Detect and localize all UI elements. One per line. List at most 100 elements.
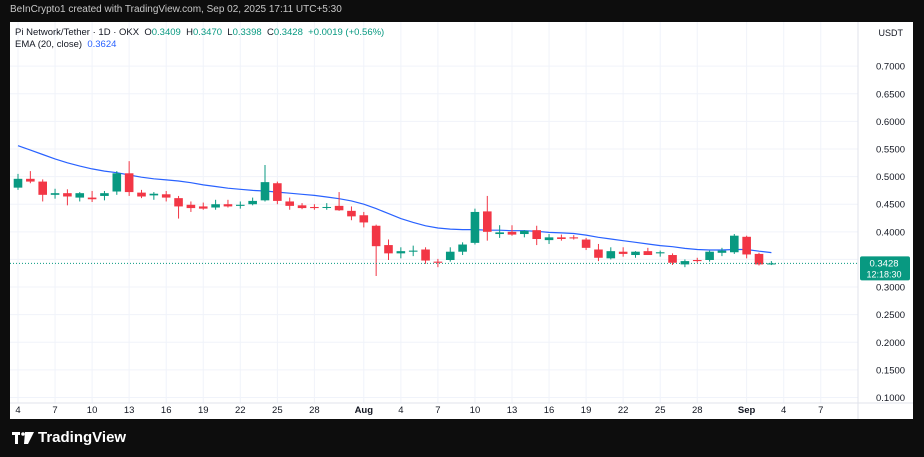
y-tick-label: 0.7000: [876, 62, 905, 73]
y-axis-unit: USDT: [878, 28, 904, 38]
y-tick-label: 0.4500: [876, 200, 905, 211]
candle-up: [445, 247, 455, 262]
candle-down: [618, 247, 628, 257]
candle-down: [310, 204, 319, 210]
x-tick-label: 4: [15, 405, 20, 416]
candle-body: [717, 250, 727, 253]
candle-body: [347, 210, 356, 217]
candle-down: [692, 257, 702, 263]
candle-body: [631, 251, 640, 256]
candle-body: [137, 192, 146, 197]
candle-body: [26, 178, 35, 182]
candle-down: [285, 197, 294, 210]
x-tick-label: 7: [52, 405, 57, 416]
candle-down: [347, 206, 356, 221]
candle-up: [717, 247, 727, 257]
candle-body: [396, 251, 406, 254]
x-tick-label: 13: [124, 405, 135, 416]
candle-down: [161, 190, 171, 202]
candle-body: [606, 251, 616, 259]
candle-body: [384, 245, 393, 254]
x-tick-label: 22: [235, 405, 246, 416]
candle-body: [260, 182, 270, 201]
candle-body: [248, 200, 257, 205]
y-tick-label: 0.3000: [876, 283, 905, 294]
ema-line: [17, 145, 772, 254]
candle-down: [581, 237, 591, 251]
candle-body: [100, 193, 109, 196]
candle-up: [396, 247, 406, 259]
x-tick-label: 13: [507, 405, 518, 416]
candle-up: [458, 242, 467, 256]
change-value: +0.0019 (+0.56%): [308, 27, 385, 38]
candle-up: [149, 192, 159, 200]
candle-body: [161, 194, 171, 198]
y-tick-label: 0.5500: [876, 145, 905, 156]
candle-body: [236, 204, 245, 206]
candle-body: [445, 251, 455, 260]
candle-body: [507, 231, 517, 235]
candle-body: [223, 204, 233, 207]
ema-label: EMA (20, close): [15, 39, 83, 50]
chart-legend: Pi Network/Tether · 1D · OKX O0.3409 H0.…: [15, 27, 384, 51]
y-tick-label: 0.4000: [876, 227, 905, 238]
candle-body: [569, 237, 579, 239]
candle-up: [631, 251, 640, 258]
candle-down: [483, 195, 492, 241]
y-tick-label: 0.6000: [876, 117, 905, 128]
candle-body: [495, 232, 504, 235]
candle-body: [211, 204, 220, 208]
candle-up: [260, 165, 270, 202]
candle-up: [767, 261, 776, 266]
candle-body: [359, 215, 369, 223]
candle-down: [754, 252, 764, 266]
candle-up: [730, 234, 739, 254]
candle-down: [273, 181, 282, 205]
candle-down: [557, 234, 566, 241]
candle-body: [655, 252, 665, 254]
candle-down: [569, 235, 579, 240]
candle-up: [322, 203, 332, 210]
candle-up: [470, 208, 480, 245]
price-chart[interactable]: 0.7000 0.6500 0.6000 0.5500 0.5000 0.4500 0.40…: [10, 22, 913, 419]
candle-body: [174, 198, 183, 207]
candle-body: [408, 250, 418, 252]
candle-up: [680, 259, 690, 268]
x-tick-label: Sep: [738, 405, 756, 416]
x-tick-label: 28: [309, 405, 320, 416]
candle-body: [754, 253, 764, 265]
close-label: C: [266, 27, 274, 38]
candle-body: [433, 261, 443, 263]
chart-panel[interactable]: 0.7000 0.6500 0.6000 0.5500 0.5000 0.4500 0.40…: [10, 22, 913, 419]
candle-body: [668, 255, 677, 263]
candle-up: [248, 197, 257, 206]
candle-body: [273, 183, 282, 201]
open-label: O: [144, 27, 152, 38]
candle-body: [705, 251, 714, 260]
candle-down: [643, 247, 653, 256]
candle-up: [13, 173, 23, 190]
candle-body: [334, 205, 344, 211]
x-tick-label: 19: [581, 405, 592, 416]
x-tick-label: 7: [818, 405, 823, 416]
candle-body: [421, 249, 430, 261]
candle-body: [186, 204, 196, 209]
candle-body: [458, 244, 467, 252]
candle-down: [87, 190, 97, 203]
x-tick-label: 10: [470, 405, 481, 416]
x-tick-label: 4: [781, 405, 786, 416]
candle-down: [137, 189, 146, 199]
ema-row: EMA (20, close) 0.3624: [15, 39, 384, 51]
candle-down: [38, 179, 47, 202]
candle-down: [421, 247, 430, 264]
x-tick-label: 25: [272, 405, 283, 416]
candle-body: [75, 193, 85, 198]
candle-up: [705, 250, 714, 262]
candle-down: [742, 235, 751, 259]
x-tick-label: 7: [435, 405, 440, 416]
candle-body: [310, 206, 319, 209]
candle-up: [495, 225, 504, 238]
candle-down: [186, 201, 196, 212]
candle-body: [38, 181, 47, 195]
